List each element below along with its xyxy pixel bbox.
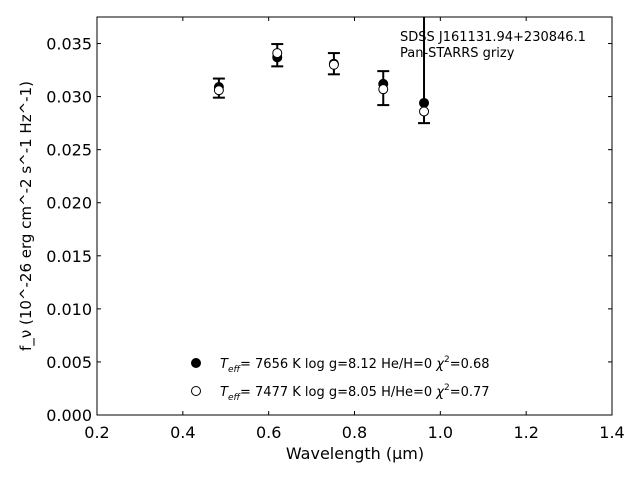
x-tick-label: 0.2	[84, 423, 109, 442]
filled-model-point	[419, 97, 430, 108]
x-tick-label: 1.0	[428, 423, 453, 442]
plot-frame	[96, 16, 613, 416]
x-tick-label: 1.2	[513, 423, 538, 442]
annotation-object: SDSS J161131.94+230846.1	[400, 30, 586, 45]
open-model-point	[419, 106, 430, 117]
y-tick-label: 0.030	[46, 88, 92, 107]
y-tick-label: 0.035	[46, 35, 92, 54]
x-tick-label: 0.6	[256, 423, 281, 442]
y-tick-label: 0.020	[46, 194, 92, 213]
legend-label: Teff= 7656 K log g=8.12 He/H=0 χ2=0.68	[220, 355, 490, 375]
x-tick-label: 1.4	[599, 423, 624, 442]
y-tick-label: 0.010	[46, 300, 92, 319]
x-tick-label: 0.8	[342, 423, 367, 442]
open-model-point	[213, 85, 224, 96]
legend-marker	[191, 358, 201, 368]
open-model-point	[272, 48, 283, 59]
legend-label: Teff= 7477 K log g=8.05 H/He=0 χ2=0.77	[220, 383, 490, 403]
y-tick-label: 0.015	[46, 247, 92, 266]
y-axis-label: f_ν (10^-26 erg cm^-2 s^-1 Hz^-1)	[17, 81, 36, 351]
open-model-point	[328, 59, 339, 70]
x-axis-label: Wavelength (μm)	[286, 444, 424, 463]
open-model-point	[378, 84, 389, 95]
legend-marker	[191, 386, 201, 396]
data-layer	[212, 17, 431, 125]
y-tick-label: 0.025	[46, 141, 92, 160]
y-tick-label: 0.000	[46, 406, 92, 425]
y-tick-label: 0.005	[46, 353, 92, 372]
x-tick-label: 0.4	[170, 423, 195, 442]
annotation-survey: Pan-STARRS grizy	[400, 46, 515, 61]
